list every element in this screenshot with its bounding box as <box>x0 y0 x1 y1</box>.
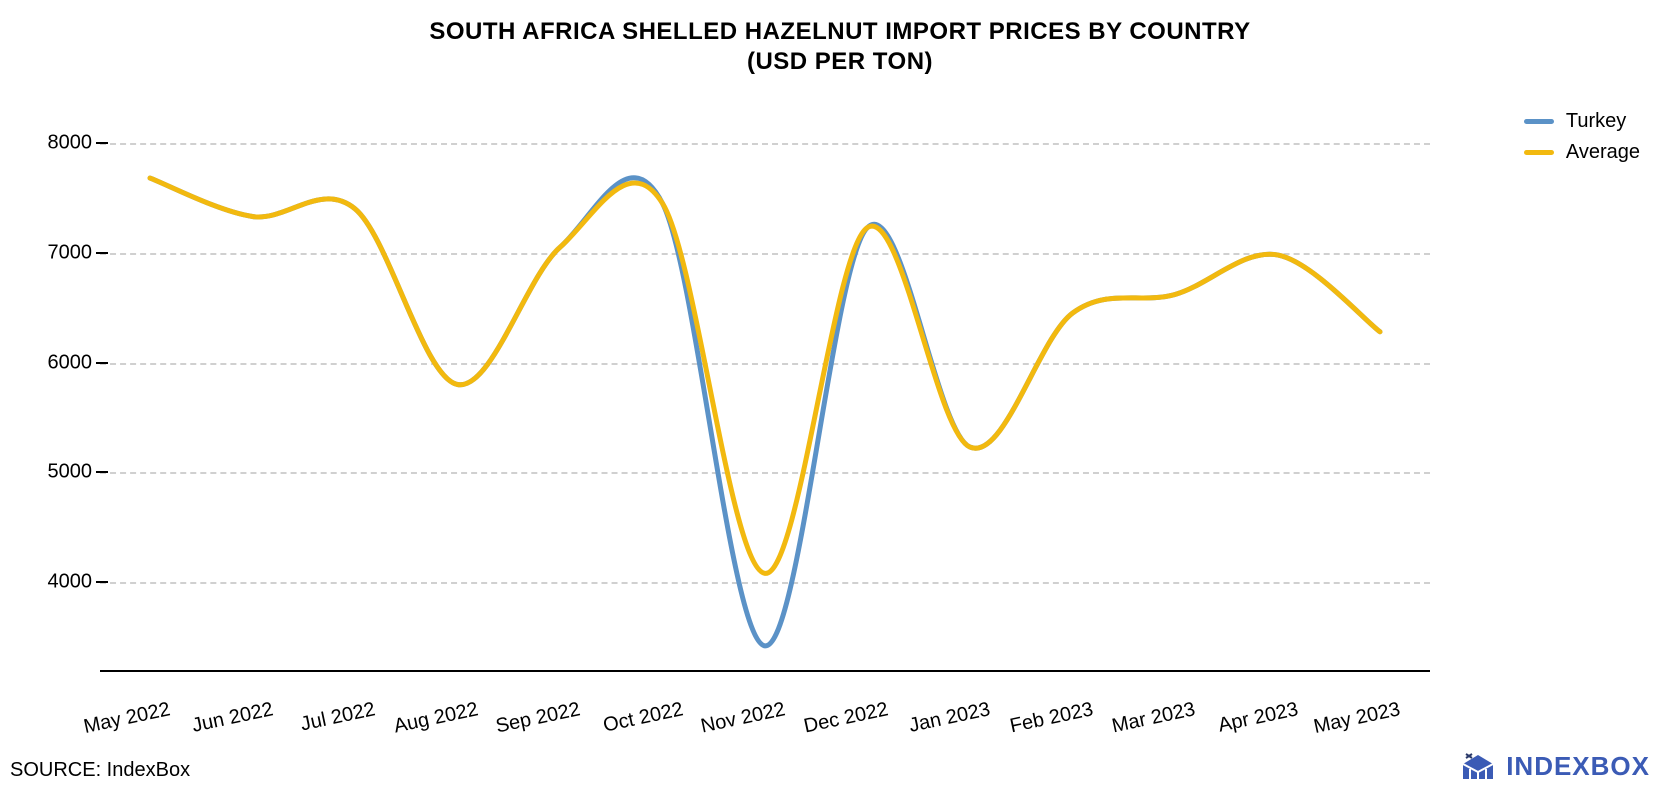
legend-label: Average <box>1566 141 1640 164</box>
legend-swatch <box>1524 150 1554 155</box>
legend-item: Turkey <box>1524 110 1640 133</box>
legend-label: Turkey <box>1566 110 1626 133</box>
chart-title-line1: SOUTH AFRICA SHELLED HAZELNUT IMPORT PRI… <box>0 18 1680 46</box>
line-plot <box>100 110 1430 670</box>
legend-swatch <box>1524 119 1554 124</box>
series-line <box>150 178 1380 573</box>
y-tick-label: 8000 <box>48 131 93 154</box>
x-axis <box>100 670 1430 672</box>
y-tick-label: 4000 <box>48 571 93 594</box>
chart-title-line2: (USD PER TON) <box>0 48 1680 76</box>
logo-icon <box>1460 752 1496 782</box>
source-text: SOURCE: IndexBox <box>10 759 190 782</box>
y-tick-label: 7000 <box>48 241 93 264</box>
y-tick-label: 5000 <box>48 461 93 484</box>
y-tick-label: 6000 <box>48 351 93 374</box>
legend: Turkey Average <box>1524 110 1640 172</box>
logo-text: INDEXBOX <box>1506 751 1650 782</box>
legend-item: Average <box>1524 141 1640 164</box>
chart-container: SOUTH AFRICA SHELLED HAZELNUT IMPORT PRI… <box>0 0 1680 800</box>
logo: INDEXBOX <box>1460 751 1650 782</box>
x-tick-label: May 2023 <box>1280 698 1402 745</box>
